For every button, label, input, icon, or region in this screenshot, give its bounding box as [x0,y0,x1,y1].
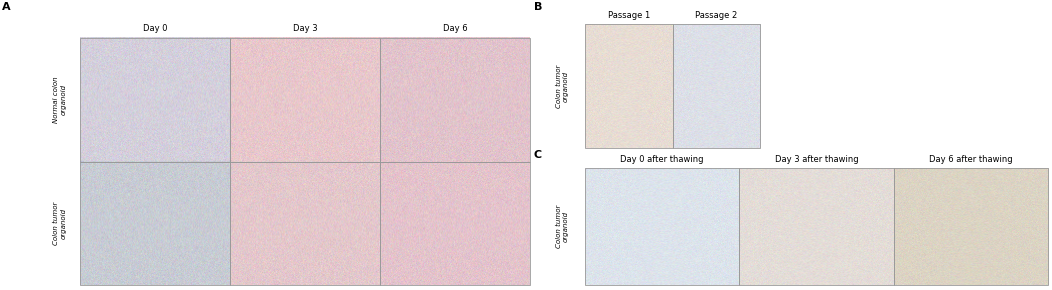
Text: Day 6 after thawing: Day 6 after thawing [929,155,1013,164]
Bar [893,168,1048,285]
Bar [740,168,893,285]
Text: Day 3: Day 3 [292,24,318,33]
Text: Day 3 after thawing: Day 3 after thawing [774,155,858,164]
Text: Colon tumor
organoid: Colon tumor organoid [557,205,569,248]
Text: Colon tumor
organoid: Colon tumor organoid [557,64,569,108]
Bar [230,38,380,162]
Bar [80,162,230,285]
Text: Normal colon
organoid: Normal colon organoid [54,77,66,123]
Text: Day 0: Day 0 [143,24,167,33]
Bar [585,24,672,148]
Bar [80,38,230,162]
Text: Passage 2: Passage 2 [695,11,737,20]
Bar [230,162,380,285]
Text: B: B [534,2,543,12]
Text: Passage 1: Passage 1 [608,11,650,20]
Bar [380,38,530,162]
Text: Day 6: Day 6 [443,24,467,33]
Text: Colon tumor
organoid: Colon tumor organoid [54,202,66,245]
Text: A: A [2,2,11,12]
Text: Day 0 after thawing: Day 0 after thawing [621,155,704,164]
Bar [585,168,740,285]
Bar [380,162,530,285]
Bar [672,24,760,148]
Text: C: C [534,150,542,160]
